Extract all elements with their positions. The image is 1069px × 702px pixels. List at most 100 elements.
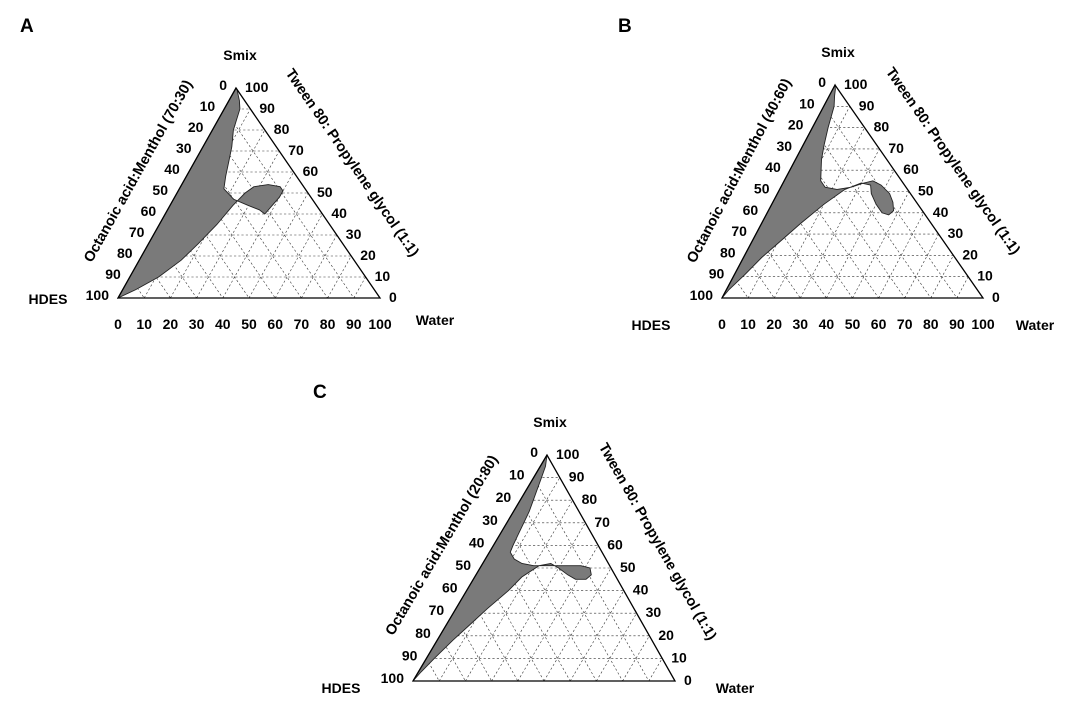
- tick-label-left: 60: [743, 202, 759, 218]
- tick-label-bottom: 0: [114, 316, 122, 332]
- tick-label-left: 100: [86, 287, 110, 303]
- tick-label-left: 80: [117, 245, 133, 261]
- grid-line: [328, 256, 352, 298]
- tick-label-left: 80: [720, 244, 736, 260]
- tick-label-right: 10: [977, 268, 993, 284]
- tick-label-right: 100: [245, 79, 269, 95]
- tick-label-left: 90: [709, 266, 725, 282]
- tick-label-right: 30: [346, 226, 362, 242]
- tick-label-bottom: 80: [923, 316, 939, 332]
- tick-label-left: 30: [482, 512, 498, 528]
- tick-label-bottom: 30: [793, 316, 809, 332]
- tick-label-right: 30: [948, 225, 964, 241]
- tick-label-bottom: 70: [897, 316, 913, 332]
- tick-label-left: 100: [690, 287, 714, 303]
- tick-label-right: 60: [607, 536, 623, 552]
- tick-label-right: 80: [874, 119, 890, 135]
- tick-label-bottom: 60: [267, 316, 283, 332]
- tick-label-right: 80: [582, 491, 598, 507]
- tick-label-right: 60: [903, 161, 919, 177]
- tick-label-left: 0: [818, 74, 826, 90]
- tick-label-right: 30: [646, 604, 662, 620]
- tick-label-right: 90: [259, 100, 275, 116]
- ternary-panel-c: CSmixHDES Water01020304050607080901001009…: [313, 382, 755, 702]
- vertex-label-hdes: HDES: [322, 680, 361, 696]
- tick-label-left: 50: [455, 557, 471, 573]
- tick-label-right: 10: [375, 268, 391, 284]
- tick-label-right: 40: [633, 582, 649, 598]
- vertex-label-water: Water: [716, 680, 755, 696]
- tick-label-left: 70: [429, 602, 445, 618]
- vertex-label-smix: Smix: [223, 47, 257, 63]
- tick-label-bottom: 30: [189, 316, 205, 332]
- tick-label-bottom: 100: [368, 316, 392, 332]
- tick-label-left: 0: [219, 77, 227, 93]
- tick-label-right: 60: [303, 163, 319, 179]
- vertex-label-smix: Smix: [821, 44, 855, 60]
- grid-line: [649, 658, 662, 681]
- tick-label-bottom: 70: [294, 316, 310, 332]
- tick-label-left: 100: [381, 670, 405, 686]
- tick-label-left: 90: [105, 266, 121, 282]
- tick-label-right: 20: [658, 627, 674, 643]
- tick-label-right: 50: [918, 183, 934, 199]
- tick-label-left: 10: [509, 467, 525, 483]
- panel-label: A: [20, 16, 34, 37]
- tick-label-right: 80: [274, 121, 290, 137]
- grid-line: [957, 277, 968, 298]
- panel-label: B: [618, 16, 632, 37]
- tick-label-left: 50: [152, 182, 168, 198]
- tick-label-right: 70: [288, 142, 304, 158]
- grid-line: [905, 234, 939, 298]
- tick-label-bottom: 50: [241, 316, 257, 332]
- tick-label-left: 90: [402, 647, 418, 663]
- tick-label-bottom: 20: [766, 316, 782, 332]
- tick-label-right: 40: [933, 204, 949, 220]
- ternary-panel-a: ASmixHDESWater01020304050607080901001009…: [20, 16, 455, 332]
- tick-label-left: 70: [129, 224, 145, 240]
- tick-label-left: 10: [200, 98, 216, 114]
- tick-label-bottom: 90: [346, 316, 362, 332]
- vertex-label-hdes: HDES: [632, 317, 671, 333]
- tick-label-bottom: 40: [819, 316, 835, 332]
- tick-label-left: 30: [176, 140, 192, 156]
- tick-label-right: 100: [556, 446, 580, 462]
- tick-label-right: 0: [992, 289, 1000, 305]
- tick-label-right: 50: [620, 559, 636, 575]
- tick-label-right: 10: [671, 649, 687, 665]
- grid-line: [354, 277, 366, 298]
- tick-label-right: 20: [962, 246, 978, 262]
- tick-label-left: 70: [731, 223, 747, 239]
- tick-label-left: 20: [188, 119, 204, 135]
- tick-label-left: 40: [765, 159, 781, 175]
- tick-label-bottom: 40: [215, 316, 231, 332]
- tick-label-right: 90: [859, 97, 875, 113]
- tick-label-right: 70: [888, 140, 904, 156]
- tick-label-right: 100: [844, 76, 868, 92]
- tick-label-right: 90: [569, 469, 585, 485]
- tick-label-right: 50: [317, 184, 333, 200]
- tick-label-left: 80: [415, 625, 431, 641]
- grid-line: [301, 235, 336, 298]
- grid-line: [507, 523, 597, 681]
- tick-label-bottom: 10: [740, 316, 756, 332]
- tick-label-bottom: 100: [971, 316, 995, 332]
- tick-label-bottom: 20: [163, 316, 179, 332]
- tick-label-left: 20: [788, 117, 804, 133]
- tick-label-bottom: 0: [718, 316, 726, 332]
- tick-label-left: 40: [164, 161, 180, 177]
- tick-label-bottom: 80: [320, 316, 336, 332]
- tick-label-right: 40: [331, 205, 347, 221]
- grid-line: [544, 568, 611, 681]
- tick-label-bottom: 60: [871, 316, 887, 332]
- tick-label-right: 0: [684, 672, 692, 688]
- tick-label-right: 70: [594, 514, 610, 530]
- tick-label-left: 50: [754, 181, 770, 197]
- vertex-label-water: Water: [416, 312, 455, 328]
- tick-label-left: 60: [141, 203, 157, 219]
- tick-label-left: 30: [777, 138, 793, 154]
- tick-label-left: 60: [442, 580, 458, 596]
- vertex-label-water: Water: [1016, 317, 1055, 333]
